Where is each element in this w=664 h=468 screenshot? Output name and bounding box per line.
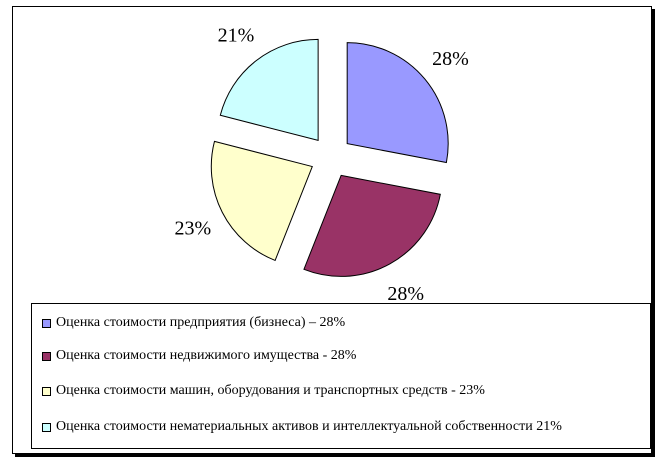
legend-label-intangible: Оценка стоимости нематериальных активов … [56,419,562,434]
slice-machinery [210,140,313,262]
legend-item-machinery: Оценка стоимости машин, оборудования и т… [42,382,485,400]
legend-label-business: Оценка стоимости предприятия (бизнеса) –… [56,315,346,330]
pie-chart: 28% 28% 23% 21% [175,25,469,305]
slice-intangible-label: 21% [218,25,255,47]
legend-swatch-intangible [42,422,51,432]
legend-swatch-business [42,318,51,328]
slice-real-estate [303,174,441,277]
legend-label-real-estate: Оценка стоимости недвижимого имущества -… [56,348,357,363]
slice-intangible [219,38,319,142]
legend-item-real-estate: Оценка стоимости недвижимого имущества -… [42,347,356,365]
legend: Оценка стоимости предприятия (бизнеса) –… [31,303,651,449]
legend-item-business: Оценка стоимости предприятия (бизнеса) –… [42,314,345,332]
slice-real-estate-label: 28% [387,283,424,305]
slice-machinery-label: 23% [175,217,212,239]
slice-business [346,42,449,164]
legend-swatch-machinery [42,386,51,396]
legend-item-intangible: Оценка стоимости нематериальных активов … [42,418,562,436]
legend-label-machinery: Оценка стоимости машин, оборудования и т… [56,383,485,398]
slice-business-label: 28% [432,48,469,70]
legend-swatch-real-estate [42,351,51,361]
